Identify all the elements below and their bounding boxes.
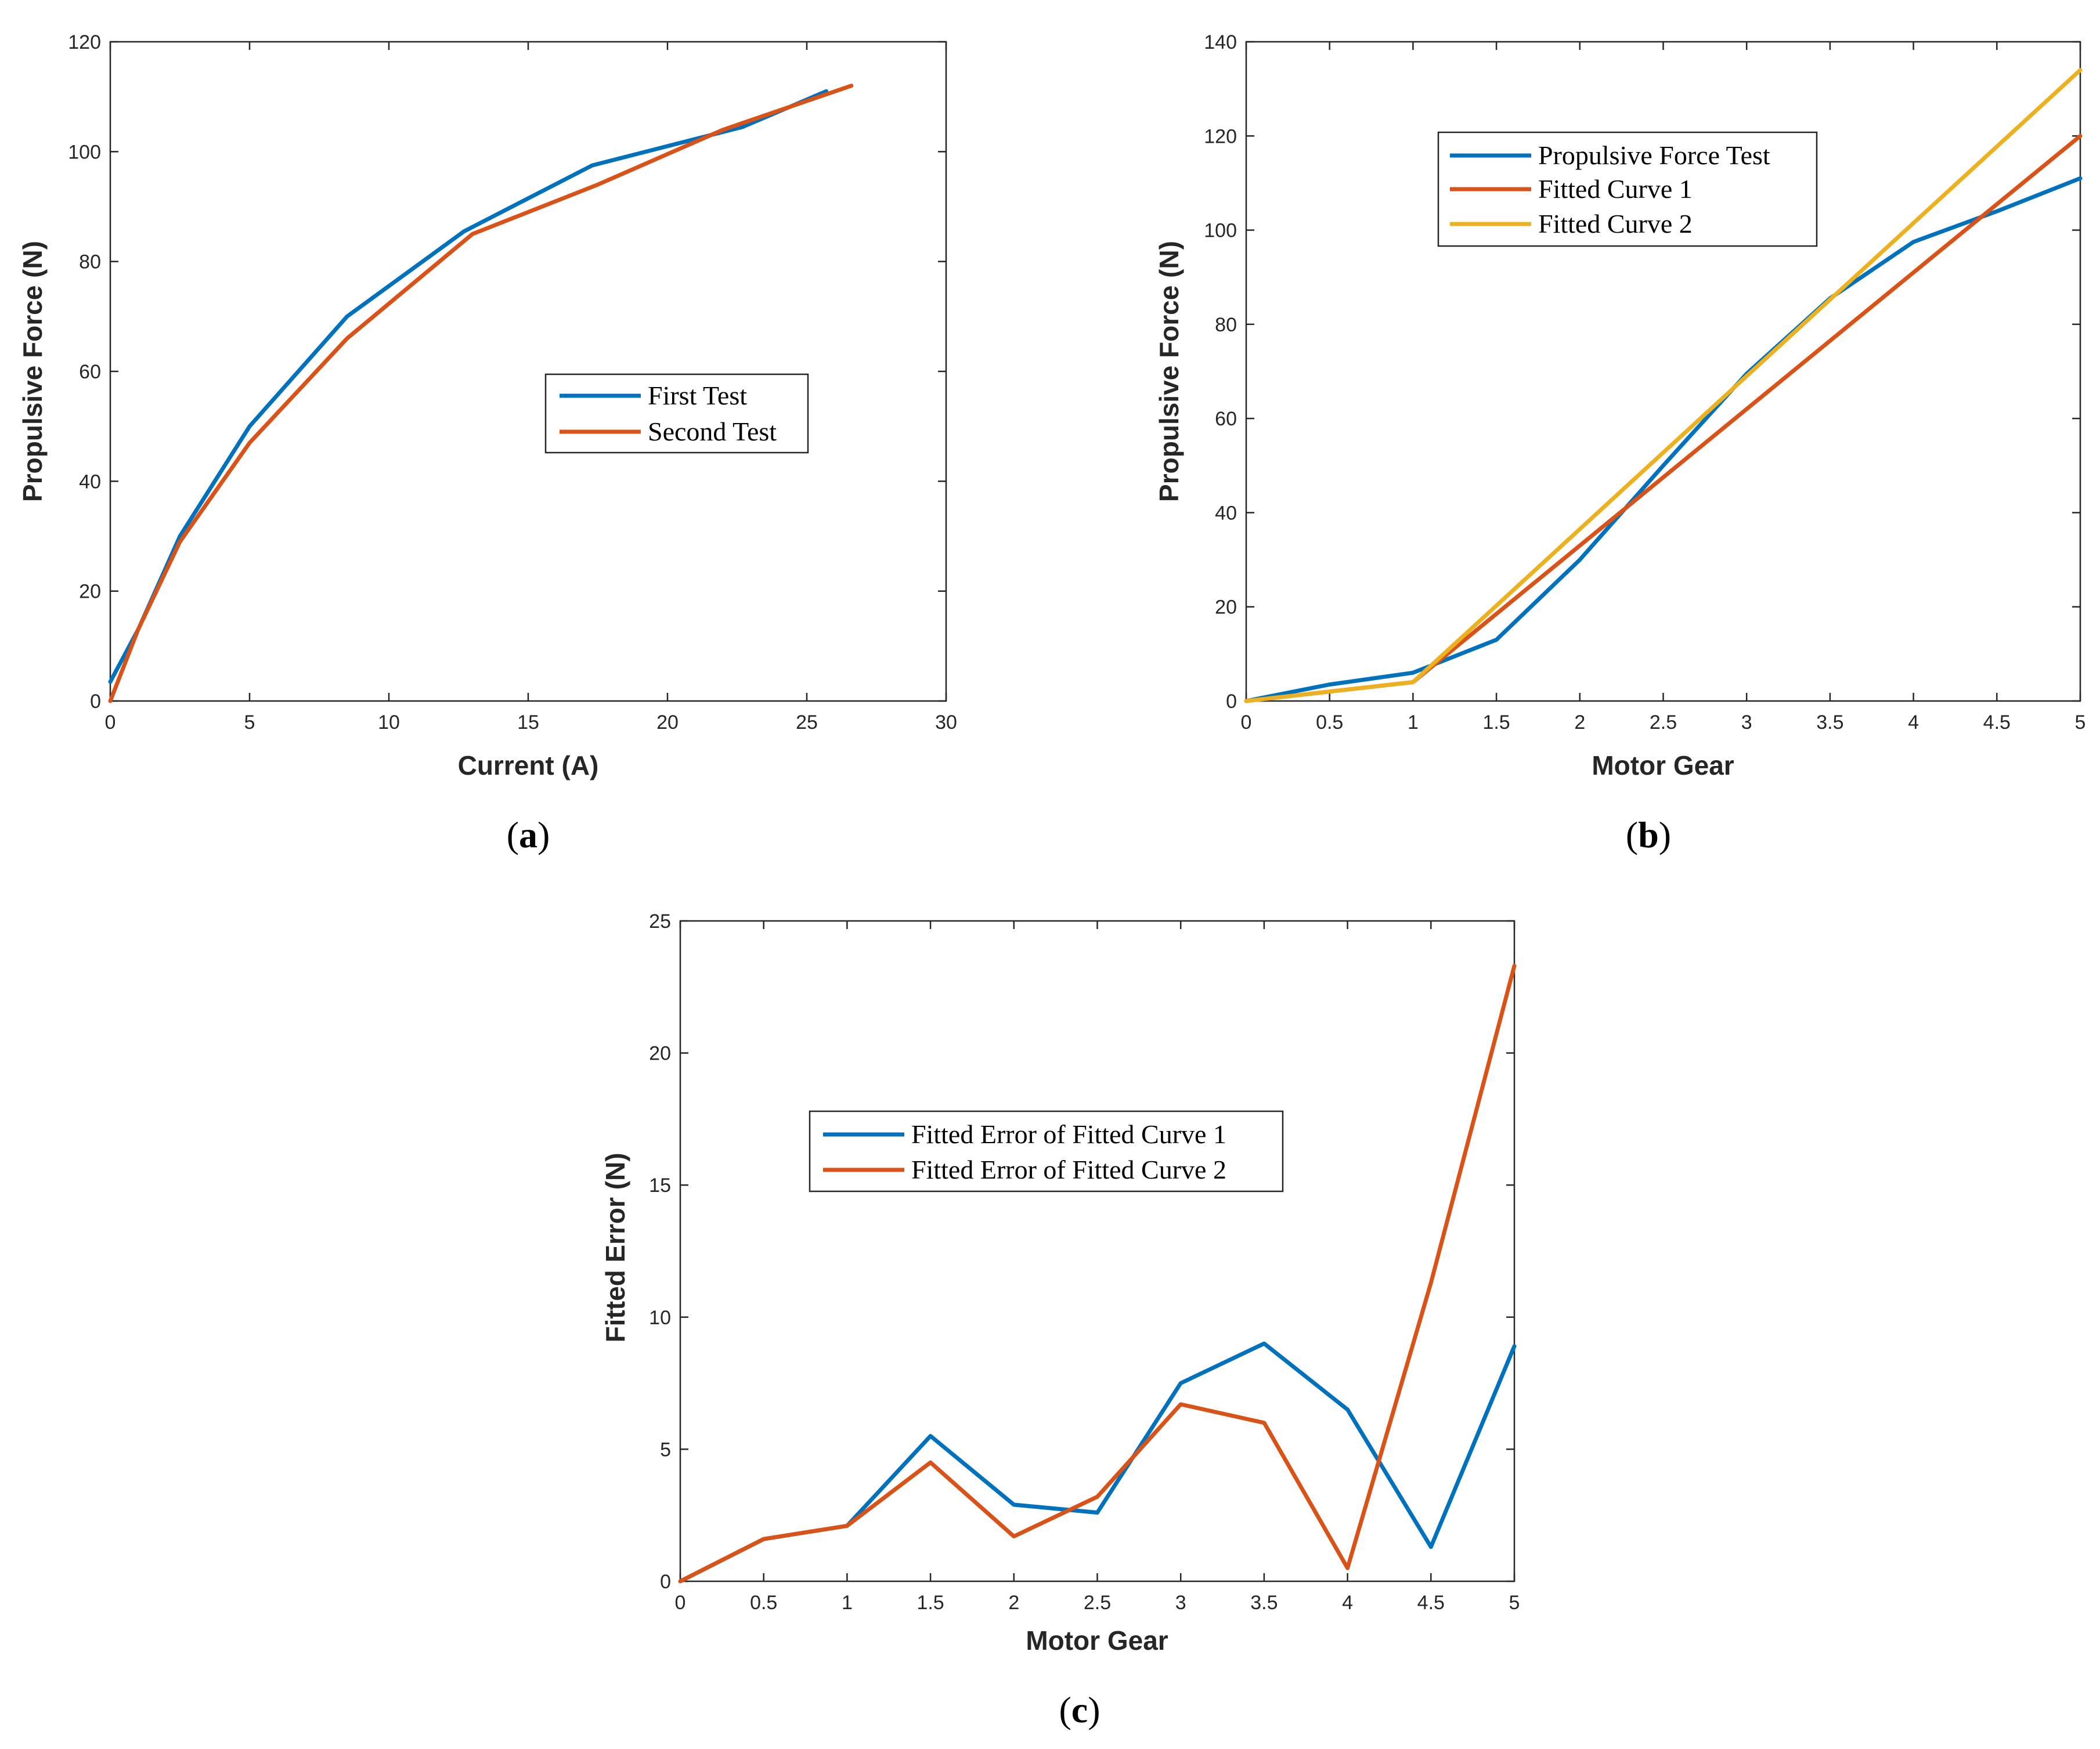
legend-label-first-test: First Test xyxy=(648,381,747,410)
y-tick-label: 100 xyxy=(68,141,101,163)
legend-box-a xyxy=(544,373,809,454)
x-tick-label: 3 xyxy=(1175,1592,1186,1614)
x-tick-label: 10 xyxy=(378,711,400,733)
y-tick-label: 40 xyxy=(1215,502,1237,524)
y-tick-label: 40 xyxy=(79,471,101,493)
ticks-c: 0 0.5 1 1.5 2 2.5 3 3.5 4 4.5 5 0 5 10 15 20 25 xyxy=(649,910,1520,1614)
x-tick-label: 4.5 xyxy=(1983,711,2011,733)
x-tick-label: 3.5 xyxy=(1816,711,1843,733)
series-b xyxy=(1244,68,2083,703)
legend-b: Propulsive Force Test Fitted Curve 1 Fit… xyxy=(1437,131,1818,247)
y-tick-label: 80 xyxy=(79,251,101,273)
x-axis-label-b: Motor Gear xyxy=(1592,750,1734,780)
panel-c: 0 0.5 1 1.5 2 2.5 3 3.5 4 4.5 5 0 5 10 15 20 25 Motor Ge… xyxy=(600,910,1520,1730)
legend-box-c xyxy=(809,1110,1284,1192)
series-line-fitted-error-of-fitted-curve-2 xyxy=(678,963,1517,1584)
x-tick-label: 1 xyxy=(842,1592,853,1614)
plot-area-a xyxy=(109,41,947,702)
y-tick-label: 0 xyxy=(90,691,101,713)
y-tick-label: 20 xyxy=(79,581,101,603)
y-tick-label: 20 xyxy=(649,1043,671,1065)
x-tick-label: 15 xyxy=(517,711,539,733)
y-tick-label: 0 xyxy=(1226,691,1237,713)
caption-letter-a: a xyxy=(519,814,537,855)
x-tick-label: 1.5 xyxy=(1482,711,1510,733)
x-tick-label: 2 xyxy=(1008,1592,1019,1614)
caption-c: (c) xyxy=(1059,1689,1100,1730)
y-tick-label: 20 xyxy=(1215,597,1237,619)
x-tick-label: 3.5 xyxy=(1250,1592,1278,1614)
legend-label-fitted-error-1: Fitted Error of Fitted Curve 1 xyxy=(911,1119,1226,1149)
y-tick-label: 60 xyxy=(1215,408,1237,430)
y-axis-label-b: Propulsive Force (N) xyxy=(1154,241,1184,502)
x-tick-label: 3 xyxy=(1741,711,1752,733)
y-tick-label: 80 xyxy=(1215,314,1237,336)
x-axis-label-c: Motor Gear xyxy=(1026,1625,1168,1656)
y-tick-label: 25 xyxy=(649,910,671,933)
x-tick-label: 4.5 xyxy=(1417,1592,1445,1614)
series-line-fitted-curve-2 xyxy=(1244,68,2083,703)
x-tick-label: 5 xyxy=(244,711,255,733)
x-tick-label: 2 xyxy=(1574,711,1585,733)
caption-letter-c: c xyxy=(1071,1689,1088,1730)
series-line-second-test xyxy=(108,84,854,703)
x-tick-label: 0 xyxy=(675,1592,686,1614)
x-tick-label: 4 xyxy=(1908,711,1919,733)
x-tick-label: 0 xyxy=(105,711,116,733)
x-tick-label: 1 xyxy=(1408,711,1419,733)
legend-label-fitted-curve-1: Fitted Curve 1 xyxy=(1538,174,1693,204)
x-tick-label: 4 xyxy=(1342,1592,1353,1614)
x-tick-label: 2.5 xyxy=(1650,711,1677,733)
y-tick-label: 5 xyxy=(660,1439,671,1461)
series-line-fitted-error-of-fitted-curve-1 xyxy=(678,1341,1517,1584)
y-tick-label: 140 xyxy=(1204,31,1237,53)
x-tick-label: 5 xyxy=(2075,711,2086,733)
x-tick-label: 0 xyxy=(1241,711,1252,733)
x-axis-label-a: Current (A) xyxy=(458,750,599,780)
series-c xyxy=(678,963,1517,1584)
x-tick-label: 1.5 xyxy=(917,1592,944,1614)
caption-b: (b) xyxy=(1626,814,1671,855)
x-tick-label: 30 xyxy=(935,711,957,733)
y-axis-label-a: Propulsive Force (N) xyxy=(17,241,48,502)
series-line-propulsive-force-test xyxy=(1244,176,2083,703)
legend-a: First Test Second Test xyxy=(544,373,809,454)
series-a xyxy=(108,84,854,703)
x-tick-label: 5 xyxy=(1509,1592,1520,1614)
caption-letter-b: b xyxy=(1638,814,1659,855)
y-tick-label: 60 xyxy=(79,361,101,383)
y-axis-label-c: Fitted Error (N) xyxy=(600,1152,630,1342)
y-tick-label: 0 xyxy=(660,1571,671,1593)
x-tick-label: 2.5 xyxy=(1084,1592,1111,1614)
caption-a: (a) xyxy=(507,814,550,855)
y-tick-label: 100 xyxy=(1204,220,1237,242)
x-tick-label: 20 xyxy=(656,711,679,733)
legend-label-fitted-curve-2: Fitted Curve 2 xyxy=(1538,209,1693,238)
x-tick-label: 25 xyxy=(796,711,818,733)
legend-label-propulsive-force-test: Propulsive Force Test xyxy=(1538,140,1770,170)
y-tick-label: 15 xyxy=(649,1175,671,1197)
x-tick-label: 0.5 xyxy=(750,1592,777,1614)
ticks-b: 0 0.5 1 1.5 2 2.5 3 3.5 4 4.5 5 0 20 40 60 80 100 120 140 xyxy=(1204,31,2085,733)
y-tick-label: 120 xyxy=(1204,125,1237,147)
ticks-a: 0 5 10 15 20 25 30 0 20 40 60 80 100 120 xyxy=(68,31,957,733)
y-tick-label: 10 xyxy=(649,1307,671,1329)
y-tick-label: 120 xyxy=(68,31,101,53)
legend-label-fitted-error-2: Fitted Error of Fitted Curve 2 xyxy=(911,1155,1226,1184)
plot-area-c xyxy=(679,920,1516,1582)
legend-label-second-test: Second Test xyxy=(648,417,777,446)
legend-c: Fitted Error of Fitted Curve 1 Fitted Er… xyxy=(809,1110,1284,1192)
panel-b: 0 0.5 1 1.5 2 2.5 3 3.5 4 4.5 5020406080100120140 … xyxy=(1154,31,2085,855)
x-tick-label: 0.5 xyxy=(1316,711,1343,733)
